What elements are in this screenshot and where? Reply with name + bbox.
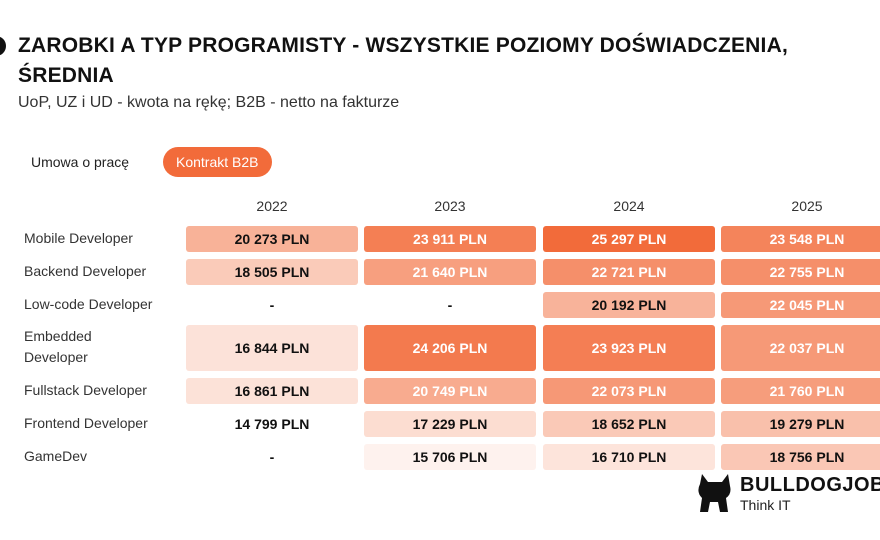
tab-umowa-o-prace[interactable]: Umowa o pracę (31, 154, 130, 170)
column-header-2025: 2025 (791, 198, 823, 214)
row-label: Backend Developer (24, 263, 147, 279)
table-cell: 22 045 PLN (721, 292, 880, 318)
title-bullet (0, 36, 6, 56)
table-cell: 16 710 PLN (543, 444, 715, 470)
table-cell: - (269, 449, 275, 465)
table-cell: - (447, 297, 453, 313)
row-label: GameDev (24, 448, 88, 464)
table-cell: 19 279 PLN (721, 411, 880, 437)
table-cell: 25 297 PLN (543, 226, 715, 252)
tab-kontrakt-b2b[interactable]: Kontrakt B2B (163, 147, 272, 177)
logo-name: BULLDOGJOB (740, 474, 880, 496)
column-header-2023: 2023 (434, 198, 466, 214)
table-cell: 17 229 PLN (364, 411, 536, 437)
table-cell: 14 799 PLN (186, 411, 358, 437)
column-header-2022: 2022 (256, 198, 288, 214)
row-label: Frontend Developer (24, 415, 148, 431)
table-cell: 22 073 PLN (543, 378, 715, 404)
row-label: Fullstack Developer (24, 382, 147, 398)
table-cell: 18 652 PLN (543, 411, 715, 437)
row-label: Low-code Developer (24, 296, 153, 312)
row-label: Mobile Developer (24, 230, 133, 246)
table-cell: 24 206 PLN (364, 325, 536, 371)
table-cell: 18 505 PLN (186, 259, 358, 285)
table-cell: 20 192 PLN (543, 292, 715, 318)
row-label: Embedded Developer (24, 328, 92, 365)
table-cell: 21 760 PLN (721, 378, 880, 404)
table-cell: 20 273 PLN (186, 226, 358, 252)
table-cell: 20 749 PLN (364, 378, 536, 404)
table-cell: - (269, 297, 275, 313)
bulldog-icon (698, 474, 731, 512)
table-cell: 16 844 PLN (186, 325, 358, 371)
logo: BULLDOGJOB Think IT (696, 472, 880, 519)
table-cell: 15 706 PLN (364, 444, 536, 470)
page-title: ZAROBKI A TYP PROGRAMISTY - WSZYSTKIE PO… (18, 34, 788, 87)
table-cell: 22 755 PLN (721, 259, 880, 285)
table-cell: 21 640 PLN (364, 259, 536, 285)
table-cell: 18 756 PLN (721, 444, 880, 470)
table-cell: 22 037 PLN (721, 325, 880, 371)
table-cell: 16 861 PLN (186, 378, 358, 404)
page-subtitle: UoP, UZ i UD - kwota na rękę; B2B - nett… (18, 94, 400, 111)
table-cell: 23 923 PLN (543, 325, 715, 371)
logo-tagline: Think IT (740, 497, 791, 513)
table-cell: 23 548 PLN (721, 226, 880, 252)
table-cell: 22 721 PLN (543, 259, 715, 285)
column-header-2024: 2024 (613, 198, 645, 214)
table-cell: 23 911 PLN (364, 226, 536, 252)
